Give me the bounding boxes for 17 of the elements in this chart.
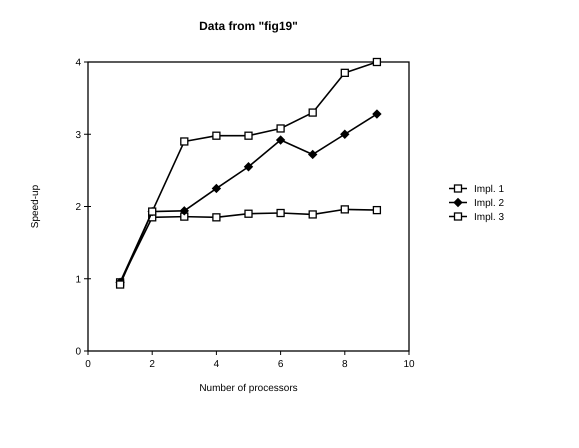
legend-label: Impl. 3 <box>474 212 504 223</box>
legend-label: Impl. 1 <box>474 184 504 195</box>
x-tick-label: 6 <box>278 359 284 370</box>
y-tick-label: 0 <box>75 346 82 358</box>
y-tick-label: 2 <box>75 202 82 213</box>
legend-label: Impl. 2 <box>474 198 504 209</box>
x-tick-label: 2 <box>149 359 156 370</box>
x-tick-label: 4 <box>214 359 220 370</box>
y-tick-label: 3 <box>75 130 82 141</box>
y-axis-title: Speed-up <box>30 184 41 228</box>
x-tick-label: 0 <box>85 359 92 370</box>
y-tick-label: 4 <box>75 58 82 68</box>
x-tick-label: 8 <box>342 359 348 370</box>
x-axis-title: Number of processors <box>199 383 298 394</box>
y-tick-label: 1 <box>75 274 82 286</box>
x-tick-label: 10 <box>403 359 415 370</box>
chart-title: Data from "fig19" <box>199 19 298 33</box>
